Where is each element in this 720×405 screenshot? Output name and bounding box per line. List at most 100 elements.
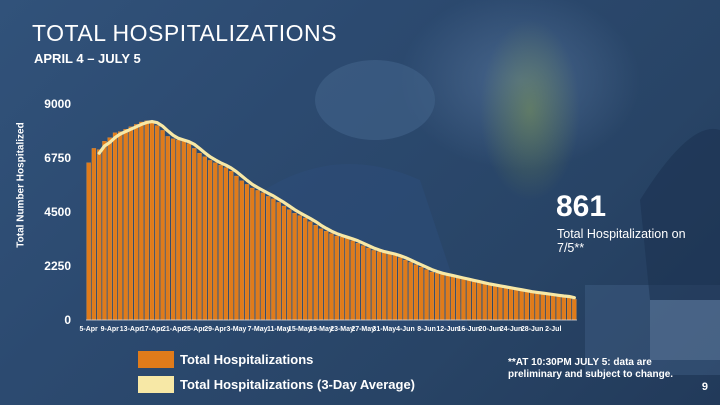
bar: [297, 215, 302, 321]
x-tick-label: 7-May: [248, 326, 268, 333]
highlight-value: 861: [556, 190, 607, 223]
bar: [149, 121, 155, 321]
x-tick-label: 29-Apr: [204, 326, 226, 333]
bar: [186, 143, 192, 321]
bar: [160, 130, 165, 321]
x-tick-label: 16-Jun: [457, 326, 480, 333]
bar: [313, 225, 318, 321]
bar: [387, 253, 392, 321]
bar: [477, 282, 482, 321]
bar: [466, 280, 471, 321]
bar: [192, 148, 197, 321]
bar: [540, 293, 545, 321]
x-tick-label: 25-Apr: [183, 326, 205, 333]
bar: [260, 192, 266, 321]
x-tick-label: 12-Jun: [436, 326, 459, 333]
bar: [445, 275, 450, 321]
bar: [234, 175, 239, 321]
x-axis-ticks: 5-Apr 9-Apr 13-Apr17-Apr21-Apr25-Apr29-Apr…: [79, 326, 561, 333]
page-number: 9: [701, 381, 708, 393]
bar: [229, 171, 234, 321]
bar: [450, 276, 456, 321]
bar: [308, 221, 313, 321]
bar: [170, 138, 176, 321]
bar: [424, 269, 429, 321]
bar: [366, 247, 371, 321]
bar: [239, 180, 244, 321]
bar: [519, 290, 524, 321]
bar-series: [86, 120, 577, 321]
bar: [392, 255, 398, 321]
x-tick-label: 11-May: [267, 326, 290, 333]
bar: [123, 129, 128, 321]
bar: [107, 137, 112, 321]
x-tick-label: 27-May: [351, 326, 375, 333]
x-tick-label: 24-Jun: [500, 326, 523, 333]
bar: [403, 259, 408, 321]
bar: [529, 292, 535, 321]
bar: [461, 279, 466, 321]
bar: [556, 295, 561, 321]
legend-label-average: Total Hospitalizations (3-Day Average): [180, 377, 416, 392]
bar: [265, 196, 271, 321]
bar: [244, 184, 250, 321]
x-tick-label: 28-Jun: [521, 326, 544, 333]
x-tick-label: 13-Apr: [120, 326, 142, 333]
bar: [91, 148, 97, 321]
bar: [223, 167, 229, 321]
bar: [86, 162, 91, 321]
x-tick-label: 17-Apr: [141, 326, 163, 333]
bar: [339, 237, 345, 321]
slide-title: TOTAL HOSPITALIZATIONS: [32, 20, 337, 46]
background-face-shield: [315, 60, 435, 140]
y-tick-label: 6750: [44, 151, 71, 165]
bar: [376, 251, 382, 321]
average-line: [97, 119, 576, 300]
bar: [572, 299, 577, 321]
bar: [561, 296, 566, 321]
data-note: **AT 10:30PM JULY 5: data are preliminar…: [508, 357, 674, 380]
y-tick-label: 0: [64, 313, 71, 327]
bar: [128, 126, 134, 321]
average-line-series: [97, 119, 576, 300]
slide-subtitle: APRIL 4 – JULY 5: [34, 51, 141, 66]
bar: [350, 240, 355, 321]
background-figure-vest: [480, 20, 580, 200]
legend-label-bars: Total Hospitalizations: [180, 352, 314, 367]
bar: [133, 124, 139, 321]
legend-swatch-average: [138, 376, 174, 393]
bar: [271, 198, 276, 321]
x-tick-label: 2-Jul: [545, 326, 561, 333]
bar: [345, 238, 350, 321]
bar: [144, 120, 149, 321]
bar: [139, 121, 144, 321]
bar: [456, 277, 461, 321]
bar: [276, 202, 281, 321]
y-axis-ticks: 0 2250 4500 6750 9000: [44, 97, 71, 327]
bar: [545, 294, 551, 321]
bar: [334, 235, 339, 321]
bar: [508, 288, 514, 321]
y-tick-label: 2250: [44, 259, 71, 273]
bar: [397, 257, 403, 321]
x-tick-label: 31-May: [372, 326, 396, 333]
bar: [471, 281, 477, 321]
bar: [250, 187, 255, 321]
bar: [165, 136, 170, 321]
bar: [181, 141, 186, 321]
bar: [429, 271, 434, 321]
bar: [329, 233, 334, 321]
bar: [176, 139, 181, 321]
bar: [413, 264, 419, 321]
bar: [419, 267, 424, 321]
y-tick-label: 9000: [44, 97, 71, 111]
bar: [535, 292, 540, 321]
bar: [355, 243, 361, 321]
bar: [118, 131, 123, 321]
bar: [440, 274, 445, 321]
bar: [514, 289, 519, 321]
bar: [102, 141, 107, 321]
bar: [112, 132, 118, 321]
x-tick-label: 4-Jun: [396, 326, 415, 333]
